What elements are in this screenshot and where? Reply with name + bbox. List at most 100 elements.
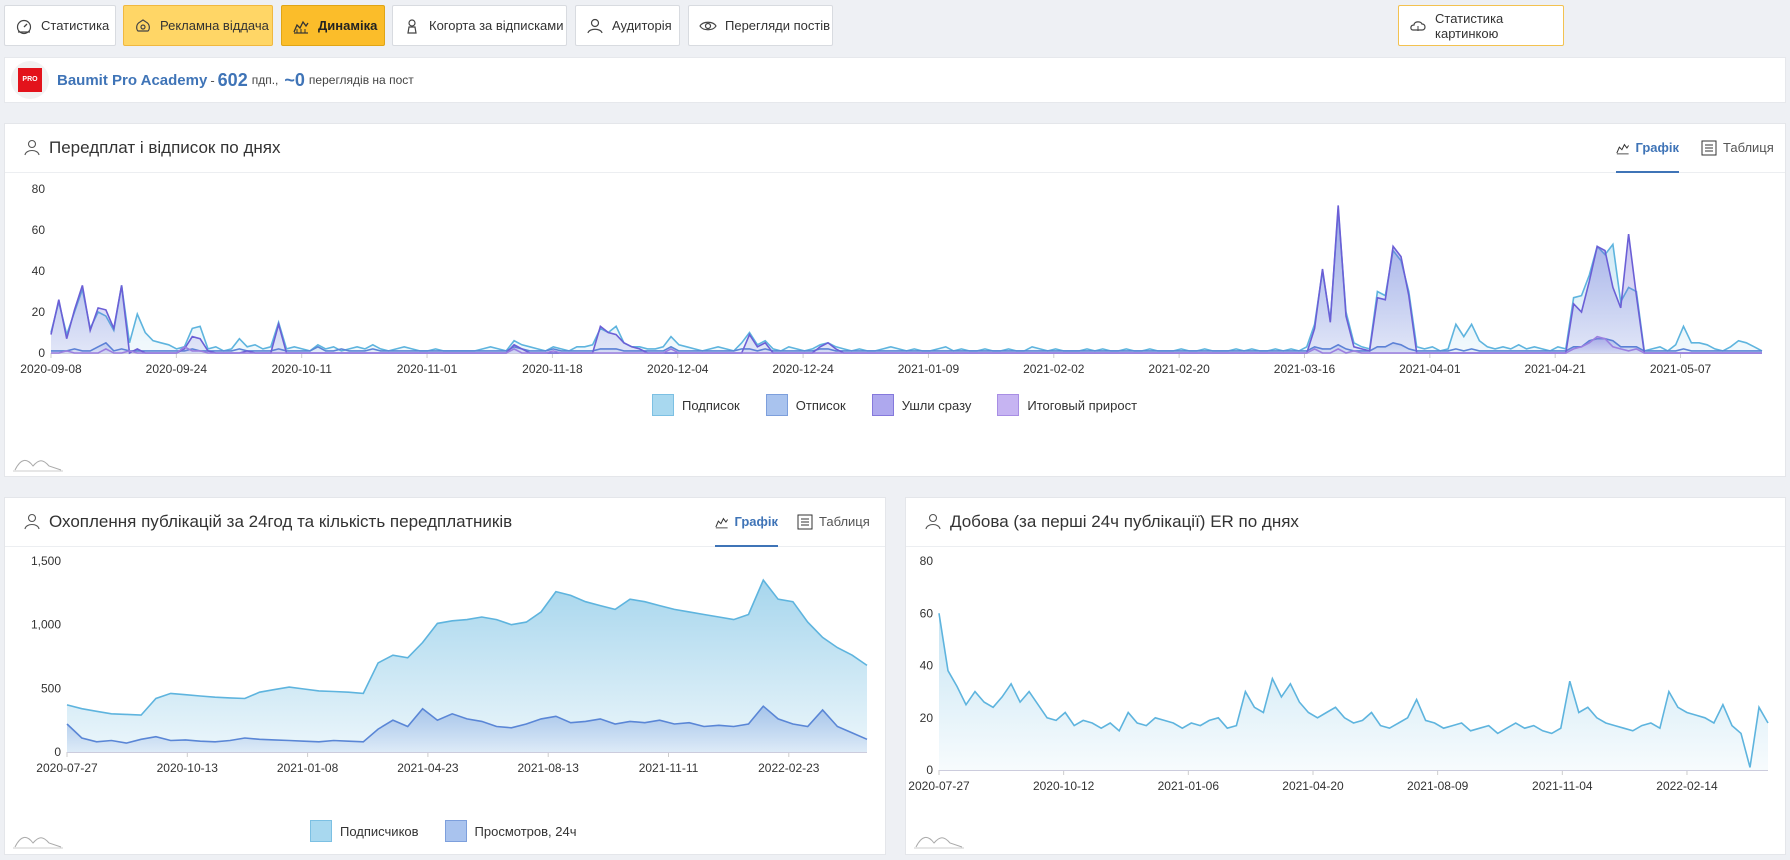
x-tick-label: 2021-08-09 [1407, 779, 1469, 793]
series-area [51, 336, 1762, 353]
x-tick-label: 2021-11-04 [1532, 779, 1593, 793]
tab-graph[interactable]: Графік [1616, 136, 1679, 173]
er-chart: 0 20 40 60 80 2020-07-27 2020-10-12 2021-01-06 2… [908, 554, 1769, 793]
dynamics-chart-icon [293, 20, 309, 34]
x-tick-label: 2021-01-06 [1158, 779, 1220, 793]
legend-item-net[interactable]: Итоговый прирост [997, 394, 1137, 416]
channel-logo: PRO [18, 68, 42, 92]
panel-title: Охоплення публікацій за 24год та кількіс… [49, 512, 513, 531]
y-tick-label: 80 [920, 554, 934, 568]
tab-label: Аудиторія [612, 18, 672, 33]
legend-item-gone[interactable]: Ушли сразу [871, 394, 971, 416]
series-line[interactable] [66, 705, 868, 744]
x-tick-label: 2021-04-21 [1524, 362, 1586, 376]
tab-dynamics[interactable]: Динаміка [281, 5, 385, 46]
tab-audience[interactable]: Аудиторія [575, 5, 680, 46]
x-tick-label: 2020-10-13 [157, 761, 219, 775]
area-chart-icon [715, 517, 729, 529]
cohort-icon [407, 18, 417, 34]
legend-swatch [871, 394, 894, 416]
legend-item-views[interactable]: Просмотров, 24ч [444, 820, 577, 842]
series-line[interactable] [50, 205, 1762, 355]
series-line[interactable] [938, 613, 1769, 768]
tab-ad-return[interactable]: Рекламна віддача [123, 5, 273, 46]
series-line[interactable] [51, 337, 1762, 352]
x-tick-label: 2020-09-24 [146, 362, 208, 376]
x-tick-label: 2020-07-27 [908, 779, 970, 793]
x-tick-label: 2020-10-12 [1033, 779, 1095, 793]
tab-label: Динаміка [318, 18, 378, 33]
y-tick-label: 0 [54, 745, 61, 759]
channel-profile-bar: PRO Baumit Pro Academy - 602 пдп., ~0 пе… [4, 57, 1786, 103]
tab-label: Перегляди постів [725, 18, 831, 33]
subscriber-unit: пдп., [251, 73, 279, 87]
legend-swatch [444, 820, 467, 842]
gauge-icon [16, 19, 32, 34]
y-tick-label: 60 [32, 223, 46, 237]
series-line[interactable] [66, 578, 868, 716]
series-line[interactable] [51, 335, 1762, 354]
tab-graph[interactable]: Графік [715, 510, 778, 547]
top-navigation: Статистика Рекламна віддача Динаміка Ког… [0, 0, 1790, 50]
tab-table-label: Таблиця [1723, 140, 1774, 155]
x-tick-label: 2021-01-09 [898, 362, 960, 376]
legend-swatch [765, 394, 788, 416]
views-unit: переглядів на пост [308, 73, 414, 87]
x-tick-label: 2021-02-02 [1023, 362, 1085, 376]
panel-header: Охоплення публікацій за 24год та кількіс… [5, 498, 885, 547]
chart-legend: Подписчиков Просмотров, 24ч [310, 820, 577, 842]
subscriber-count: 602 [217, 69, 248, 90]
series-line[interactable] [50, 209, 1763, 352]
tab-table[interactable]: Таблиця [1701, 136, 1776, 173]
subscriptions-panel: Передплат і відписок по днях Графік Табл… [4, 123, 1786, 477]
channel-name[interactable]: Baumit Pro Academy [57, 71, 208, 89]
x-tick-label: 2021-05-07 [1650, 362, 1712, 376]
user-icon [24, 513, 40, 530]
legend-label: Отписок [795, 397, 846, 413]
reach-panel: Охоплення публікацій за 24год та кількіс… [4, 497, 886, 855]
list-icon [1701, 140, 1717, 156]
legend-item-subscribers[interactable]: Подписчиков [310, 820, 419, 842]
views-per-post: ~0 [284, 69, 305, 90]
ad-return-icon [136, 18, 150, 32]
x-tick-label: 2020-09-08 [20, 362, 82, 376]
x-tick-label: 2020-12-24 [772, 362, 834, 376]
y-tick-label: 1,500 [31, 554, 61, 568]
tab-graph-label: Графік [734, 514, 778, 529]
tab-post-views[interactable]: Перегляди постів [688, 5, 833, 46]
x-tick-label: 2021-11-11 [639, 761, 699, 775]
tab-table[interactable]: Таблиця [797, 510, 872, 547]
x-tick-label: 2021-02-20 [1148, 362, 1210, 376]
er-panel: Добова (за перші 24ч публікації) ER по д… [905, 497, 1786, 855]
reach-chart: 0 500 1,000 1,500 2020-07-27 2020-10-13 2021-0… [31, 554, 868, 775]
navigator-icon[interactable] [13, 833, 63, 849]
tab-cohort[interactable]: Когорта за відписками [392, 5, 567, 46]
x-tick-label: 2021-04-20 [1282, 779, 1344, 793]
legend-label: Просмотров, 24ч [474, 823, 577, 839]
image-stats-button[interactable]: Статистика картинкою [1398, 5, 1564, 46]
y-tick-label: 40 [920, 659, 934, 673]
series-area [67, 706, 867, 752]
chart-legend: Подписок Отписок Ушли сразу Итоговый при… [652, 394, 1137, 416]
y-tick-label: 80 [32, 182, 46, 196]
x-tick-label: 2020-11-18 [522, 362, 583, 376]
series-area [51, 209, 1762, 353]
list-icon [797, 514, 813, 530]
y-tick-label: 40 [32, 264, 46, 278]
x-tick-label: 2020-10-11 [271, 362, 332, 376]
series-area [939, 613, 1768, 770]
y-tick-label: 500 [41, 681, 61, 695]
y-tick-label: 0 [926, 763, 933, 777]
avatar[interactable]: PRO [11, 61, 49, 99]
legend-item-subs[interactable]: Подписок [652, 394, 740, 416]
navigator-icon[interactable] [13, 456, 63, 472]
y-tick-label: 1,000 [31, 618, 61, 632]
legend-item-unsubs[interactable]: Отписок [765, 394, 846, 416]
x-tick-label: 2021-03-16 [1274, 362, 1336, 376]
navigator-icon[interactable] [914, 833, 964, 849]
tab-statistics[interactable]: Статистика [4, 5, 116, 46]
panel-title: Передплат і відписок по днях [49, 138, 281, 157]
x-tick-label: 2020-07-27 [36, 761, 98, 775]
y-tick-label: 60 [920, 606, 934, 620]
panel-title: Добова (за перші 24ч публікації) ER по д… [950, 512, 1299, 531]
